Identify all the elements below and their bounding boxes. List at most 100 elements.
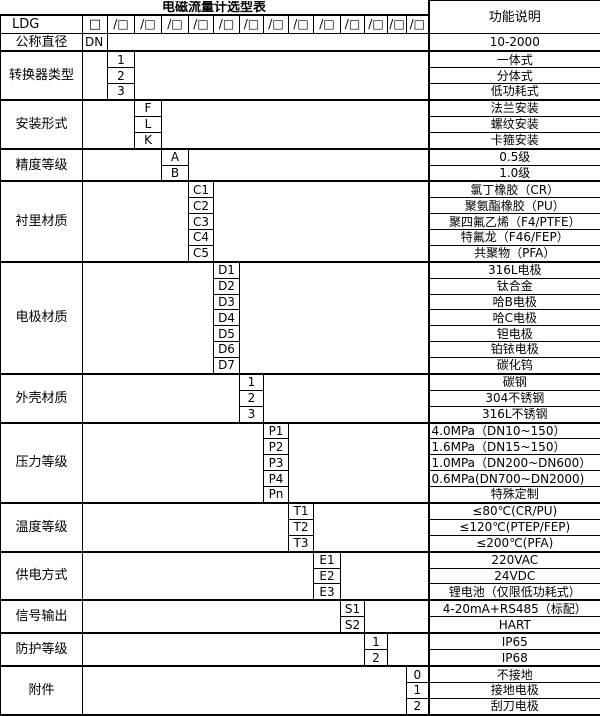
model-slot: /□ — [288, 14, 314, 34]
spacer — [82, 502, 289, 553]
model-slot: /□ — [313, 14, 341, 34]
model-prefix: LDG — [0, 14, 83, 34]
spacer — [82, 422, 264, 504]
option-code: P1 — [263, 422, 289, 440]
option-desc: IP68 — [427, 649, 600, 668]
group-label: 转换器类型 — [0, 50, 83, 101]
model-slot: /□ — [364, 14, 388, 34]
spacer — [312, 502, 430, 553]
spacer — [82, 632, 365, 668]
option-code: C4 — [188, 229, 214, 246]
option-desc: 碳化钨 — [427, 356, 600, 375]
option-desc: 刮刀电极 — [427, 697, 600, 716]
option-desc: 分体式 — [427, 67, 600, 84]
option-code: T1 — [288, 502, 314, 520]
option-desc: 聚四氟乙烯（F4/PTFE） — [427, 213, 600, 231]
option-code: E1 — [313, 551, 341, 569]
option-code: T2 — [288, 518, 314, 536]
option-desc: ≤80℃(CR/PU) — [427, 502, 600, 520]
option-desc: 316L不锈钢 — [427, 405, 600, 424]
option-code: C5 — [188, 244, 214, 263]
option-desc: 1.0级 — [427, 164, 600, 183]
model-slot: /□ — [213, 14, 240, 34]
option-desc: 304不锈钢 — [427, 389, 600, 407]
option-code: 2 — [405, 697, 430, 716]
group-label: 信号输出 — [0, 599, 83, 635]
option-desc: 螺纹安装 — [427, 115, 600, 133]
option-desc: ≤120℃(PTEP/FEP) — [427, 518, 600, 536]
spacer — [238, 261, 430, 375]
option-code: Pn — [263, 485, 289, 504]
option-desc: 低功耗式 — [427, 82, 600, 101]
option-code: C3 — [188, 213, 214, 231]
option-desc: 聚氨酯橡胶（PU） — [427, 197, 600, 215]
option-desc: 法兰安装 — [427, 99, 600, 117]
spacer — [287, 422, 430, 504]
model-slot: /□ — [188, 14, 214, 34]
option-desc: 卡箍安装 — [427, 131, 600, 150]
option-code: P2 — [263, 438, 289, 456]
spacer — [106, 33, 430, 53]
option-desc: 共聚物（PFA） — [427, 244, 600, 263]
dn-code: DN — [82, 33, 108, 53]
group-label: 衬里材质 — [0, 180, 83, 263]
spacer — [82, 665, 407, 716]
option-code: 1 — [239, 373, 264, 391]
option-code: 1 — [107, 50, 135, 69]
spacer — [187, 148, 430, 183]
spacer — [82, 180, 189, 263]
group-label: 精度等级 — [0, 148, 83, 183]
model-slot: /□ — [405, 14, 430, 34]
spacer — [160, 99, 430, 150]
option-code: 2 — [364, 649, 388, 668]
option-desc: 0.5级 — [427, 148, 600, 166]
option-code: T3 — [288, 534, 314, 553]
option-desc: 钛合金 — [427, 277, 600, 295]
option-code: D3 — [213, 293, 240, 311]
option-desc: 铂铱电极 — [427, 341, 600, 358]
spacer — [82, 551, 314, 602]
option-desc: 316L电极 — [427, 261, 600, 279]
option-desc: 锂电池（仅限低功耗式） — [427, 583, 600, 602]
option-code: P4 — [263, 470, 289, 487]
group-label: 压力等级 — [0, 422, 83, 504]
dn-label: 公称直径 — [0, 33, 83, 53]
spacer — [82, 99, 135, 150]
option-desc: 哈C电极 — [427, 309, 600, 327]
option-desc: 1.6MPa（DN15~150） — [427, 438, 600, 456]
option-desc: 24VDC — [427, 567, 600, 585]
spacer — [82, 373, 240, 424]
option-code: S1 — [340, 599, 365, 618]
option-desc: 4-20mA+RS485（标配） — [427, 599, 600, 618]
spacer — [82, 50, 108, 101]
option-code: 0 — [405, 665, 430, 683]
option-code: C1 — [188, 180, 214, 199]
page-title: 电磁流量计选型表 — [0, 0, 429, 16]
option-code: F — [134, 99, 162, 117]
option-code: 1 — [364, 632, 388, 651]
model-slot: /□ — [263, 14, 289, 34]
option-desc: 220VAC — [427, 551, 600, 569]
option-code: 1 — [405, 681, 430, 699]
option-code: E2 — [313, 567, 341, 585]
option-desc: 4.0MPa（DN10~150） — [427, 422, 600, 440]
model-slot: /□ — [387, 14, 407, 34]
option-code: B — [161, 164, 189, 183]
spacer — [82, 599, 341, 635]
spacer — [386, 632, 430, 668]
option-desc: HART — [427, 616, 600, 635]
option-desc: 特殊定制 — [427, 485, 600, 504]
function-column-header: 功能说明 — [427, 0, 600, 34]
dn-desc: 10-2000 — [427, 33, 600, 53]
option-desc: 接地电极 — [427, 681, 600, 699]
option-code: 2 — [239, 389, 264, 407]
model-slot: /□ — [340, 14, 365, 34]
spacer — [212, 180, 430, 263]
option-code: D2 — [213, 277, 240, 295]
option-code: E3 — [313, 583, 341, 602]
option-code: A — [161, 148, 189, 166]
spacer — [339, 551, 430, 602]
option-desc: 碳钢 — [427, 373, 600, 391]
option-desc: 1.0MPa（DN200~DN600） — [427, 454, 600, 472]
